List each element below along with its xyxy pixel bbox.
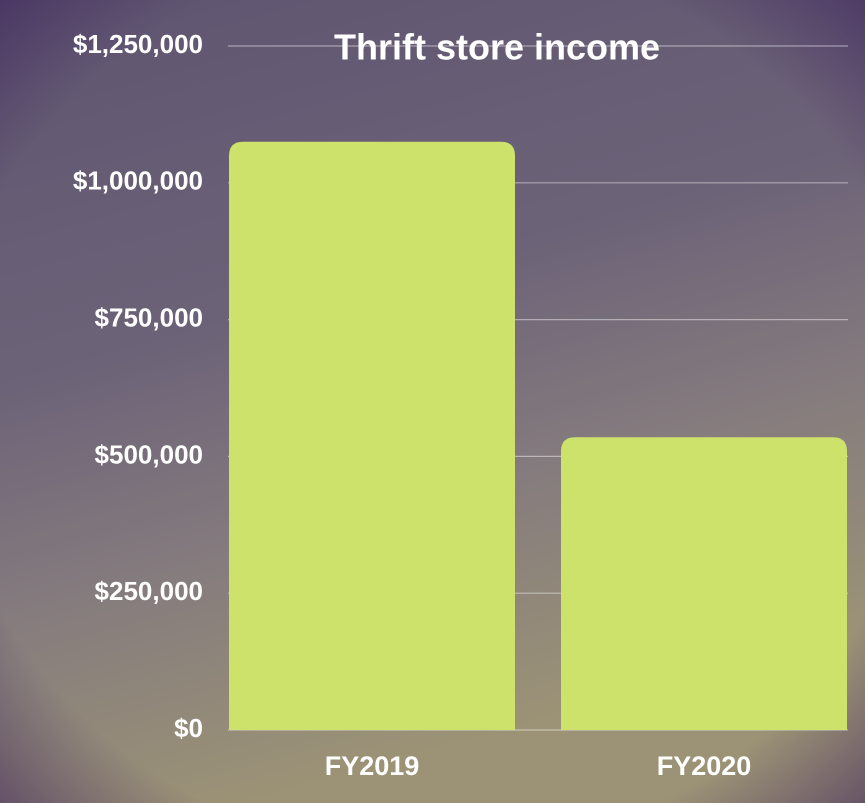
y-tick-label: $750,000 <box>95 302 203 332</box>
labels: $0 $250,000 $500,000 $750,000 $1,000,000 $1,2… <box>73 29 751 781</box>
bars <box>229 141 847 730</box>
y-tick-label: $250,000 <box>95 576 203 606</box>
bar <box>229 141 515 730</box>
x-tick-label: FY2020 <box>657 751 752 781</box>
y-tick-label: $0 <box>174 713 203 743</box>
y-tick-label: $1,000,000 <box>73 166 203 196</box>
bar <box>561 437 847 730</box>
y-tick-label: $500,000 <box>95 439 203 469</box>
y-tick-label: $1,250,000 <box>73 29 203 59</box>
chart-title: Thrift store income <box>334 27 660 68</box>
x-tick-label: FY2019 <box>325 751 420 781</box>
